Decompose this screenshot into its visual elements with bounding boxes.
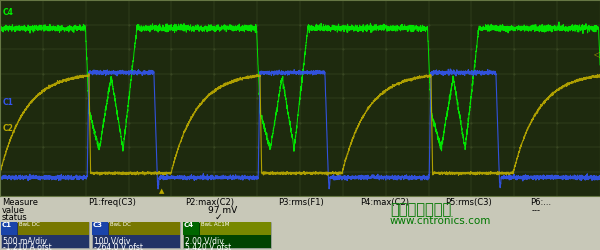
Text: P2:max(C2): P2:max(C2) xyxy=(185,198,234,207)
Text: -1.210 A ofst: -1.210 A ofst xyxy=(3,243,52,250)
Text: 97 mV: 97 mV xyxy=(208,206,237,215)
Text: 5.420 V ofst: 5.420 V ofst xyxy=(185,243,231,250)
Text: P3:rms(F1): P3:rms(F1) xyxy=(278,198,324,207)
Text: value: value xyxy=(2,206,25,215)
Text: -264.0 V ofst: -264.0 V ofst xyxy=(94,243,143,250)
Text: Measure: Measure xyxy=(2,198,38,207)
Text: P5:rms(C3): P5:rms(C3) xyxy=(445,198,492,207)
Bar xyxy=(18,222,89,235)
Text: BwL DC: BwL DC xyxy=(110,222,131,227)
Text: P6:...: P6:... xyxy=(530,198,551,207)
Text: BwL DC: BwL DC xyxy=(19,222,40,227)
Text: ◁: ◁ xyxy=(593,50,600,59)
Bar xyxy=(200,222,271,235)
Bar xyxy=(183,222,271,248)
Text: C1: C1 xyxy=(2,222,12,228)
Text: 电子元件技术网: 电子元件技术网 xyxy=(390,202,451,217)
Bar xyxy=(92,222,180,248)
Bar xyxy=(1,222,17,235)
Text: P1:freq(C3): P1:freq(C3) xyxy=(88,198,136,207)
Bar xyxy=(109,222,180,235)
Text: C1: C1 xyxy=(2,98,13,107)
Bar xyxy=(1,222,89,248)
Text: 2.00 V/div: 2.00 V/div xyxy=(185,236,224,245)
Text: 100 V/div: 100 V/div xyxy=(94,236,130,245)
Text: P4:max(C2): P4:max(C2) xyxy=(360,198,409,207)
Text: C4: C4 xyxy=(184,222,194,228)
Text: 500 mA/div: 500 mA/div xyxy=(3,236,47,245)
Text: C4: C4 xyxy=(2,8,13,17)
Text: www.cntronics.com: www.cntronics.com xyxy=(390,216,491,226)
Text: ▲: ▲ xyxy=(160,188,164,194)
Text: ✓: ✓ xyxy=(215,213,223,222)
Text: C3: C3 xyxy=(93,222,103,228)
Text: C2: C2 xyxy=(2,124,13,133)
Bar xyxy=(92,222,108,235)
Text: BwL AC1M: BwL AC1M xyxy=(201,222,229,227)
Text: ---: --- xyxy=(532,206,541,215)
Bar xyxy=(183,222,199,235)
Text: status: status xyxy=(2,213,28,222)
